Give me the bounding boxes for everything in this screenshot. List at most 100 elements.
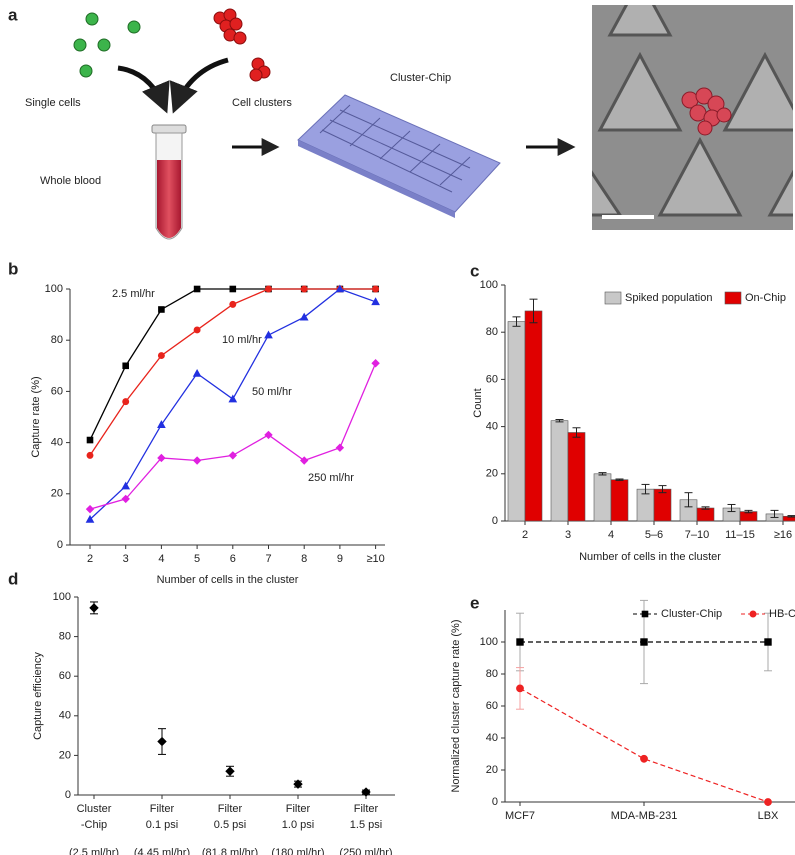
x-tick-label: Filter [354, 803, 379, 815]
panel-label: d [8, 569, 18, 588]
error-bar [598, 472, 607, 476]
x-tick-label: 5 [194, 553, 200, 565]
legend-swatch [604, 291, 622, 305]
error-bar [615, 478, 624, 481]
legend-label: HB-Chip [769, 608, 795, 620]
x-tick-label: MCF7 [505, 810, 535, 822]
x-tick-label: MDA-MB-231 [611, 810, 678, 822]
label: Single cells [25, 97, 81, 109]
marker [299, 456, 309, 465]
marker [228, 451, 238, 460]
marker [157, 352, 165, 360]
y-tick-label: 40 [486, 421, 498, 433]
x-tick-label: 2 [522, 529, 528, 541]
x-tick-label: Filter [218, 803, 243, 815]
series-line [89, 288, 376, 456]
y-tick-label: 80 [486, 326, 498, 338]
micrograph [592, 5, 793, 230]
x-tick-label: 3 [123, 553, 129, 565]
marker [157, 420, 166, 428]
x-tick-label: (81.8 ml/hr) [202, 847, 258, 855]
y-axis-label: Capture rate (%) [30, 376, 42, 457]
x-tick-label: 0.1 psi [146, 819, 178, 831]
marker [516, 638, 524, 646]
error-bar [684, 492, 693, 508]
x-axis-label: Number of cells in the cluster [579, 551, 721, 563]
bar [524, 310, 543, 522]
y-axis-label: Count [472, 388, 484, 417]
y-axis-label: Capture efficiency [32, 652, 44, 740]
error-bar [529, 298, 538, 324]
cell-clusters [213, 8, 271, 82]
marker [85, 504, 95, 514]
y-tick-label: 20 [51, 488, 63, 500]
marker [640, 638, 648, 646]
marker [264, 430, 273, 440]
x-tick-label: 11–15 [725, 529, 755, 541]
error-bar [572, 427, 581, 438]
series-label: 2.5 ml/hr [112, 288, 155, 300]
y-tick-label: 0 [492, 515, 498, 527]
series-label: 50 ml/hr [252, 386, 292, 398]
series-line [89, 288, 376, 441]
y-tick-label: 20 [59, 749, 71, 761]
y-tick-label: 80 [51, 334, 63, 346]
x-tick-label: 4 [158, 553, 164, 565]
marker [371, 359, 380, 368]
error-bar [658, 485, 667, 494]
label: Cluster-Chip [390, 72, 451, 84]
marker [86, 451, 94, 459]
y-tick-label: 0 [57, 539, 63, 551]
marker [193, 326, 201, 334]
y-tick-label: 60 [51, 385, 63, 397]
x-tick-label: 6 [230, 553, 236, 565]
marker [225, 766, 235, 776]
marker [228, 394, 238, 403]
x-tick-label: (250 ml/hr) [339, 847, 392, 855]
y-tick-label: 20 [486, 468, 498, 480]
marker [335, 284, 345, 293]
marker [361, 787, 371, 797]
error-bar [641, 483, 650, 495]
bar [567, 432, 586, 522]
x-tick-label: 7–10 [685, 529, 709, 541]
panel-label: a [8, 5, 18, 24]
marker [764, 638, 772, 646]
y-tick-label: 40 [51, 437, 63, 449]
error-bar [555, 419, 564, 423]
marker [265, 285, 272, 293]
x-tick-label: (180 ml/hr) [271, 847, 324, 855]
y-tick-label: 60 [59, 670, 71, 682]
x-tick-label: ≥16 [774, 529, 792, 541]
marker [516, 684, 524, 693]
bar [653, 488, 672, 522]
marker [193, 285, 201, 293]
bar [550, 420, 569, 522]
series-line [519, 687, 769, 803]
test-tube [151, 124, 187, 240]
marker [641, 610, 649, 618]
x-tick-label: 8 [301, 553, 307, 565]
marker [157, 736, 167, 747]
marker [229, 285, 237, 293]
x-tick-label: LBX [758, 810, 779, 822]
bar [696, 507, 715, 522]
panel-label: b [8, 259, 18, 278]
y-tick-label: 0 [492, 796, 498, 808]
y-tick-label: 100 [53, 591, 71, 603]
marker [372, 285, 380, 293]
x-tick-label: 1.5 psi [350, 819, 382, 831]
x-tick-label: Filter [150, 803, 175, 815]
y-tick-label: 0 [65, 789, 71, 801]
marker [192, 368, 202, 377]
error-bar [701, 506, 710, 510]
series-label: 250 ml/hr [308, 472, 354, 484]
marker [122, 398, 130, 406]
x-tick-label: 7 [265, 553, 271, 565]
y-tick-label: 100 [480, 636, 498, 648]
marker [89, 603, 99, 613]
series-line [89, 288, 376, 520]
x-tick-label: Filter [286, 803, 311, 815]
marker [640, 754, 648, 763]
